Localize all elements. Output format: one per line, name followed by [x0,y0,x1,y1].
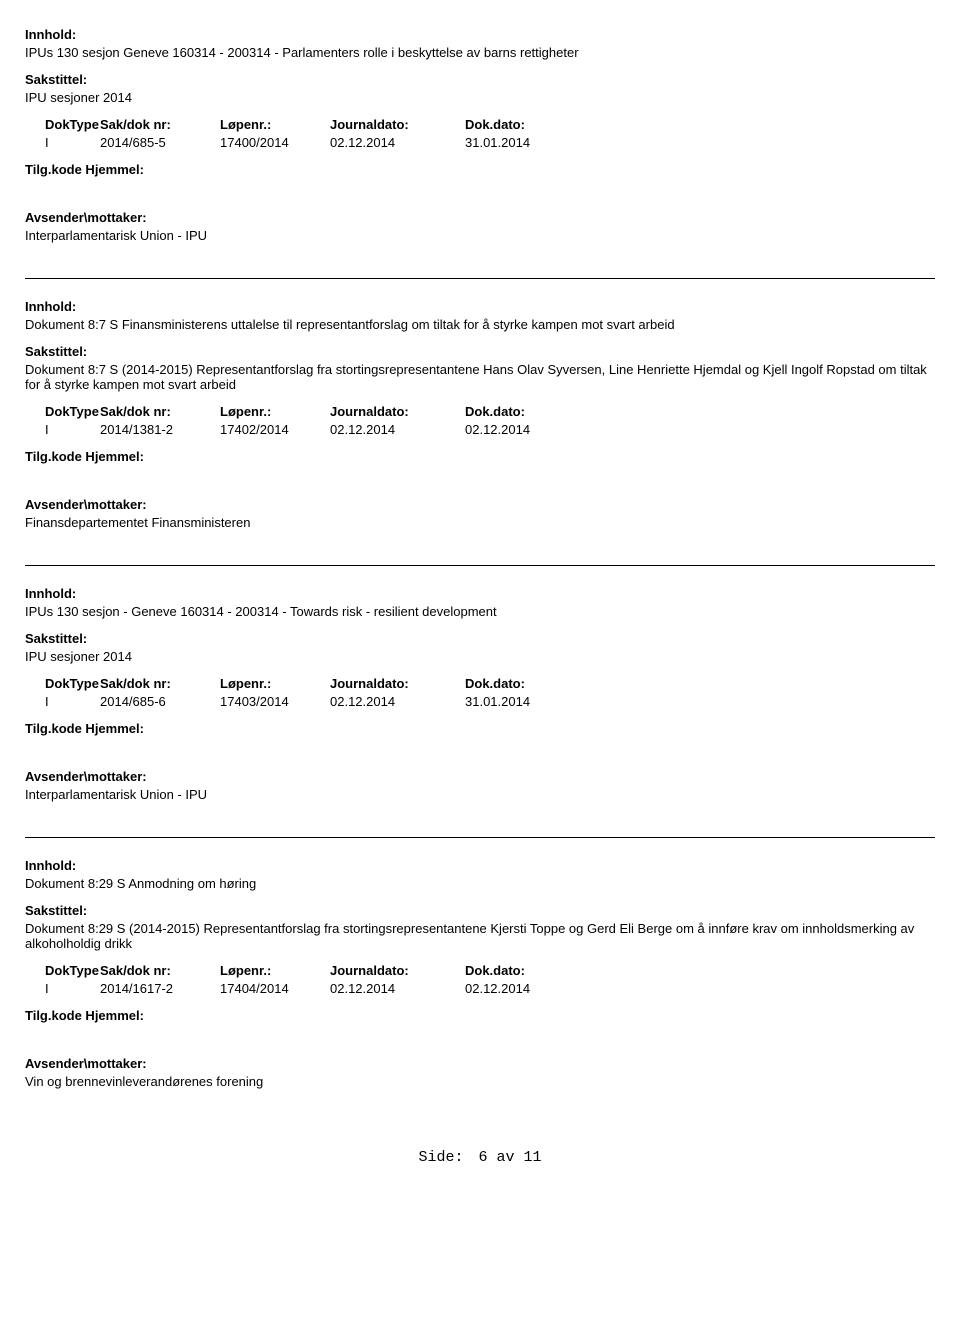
journaldato-value: 02.12.2014 [330,135,465,150]
dokdato-label: Dok.dato: [465,676,575,691]
avsender-value: Interparlamentarisk Union - IPU [25,228,935,243]
sakstittel-label: Sakstittel: [25,903,935,918]
journaldato-label: Journaldato: [330,404,465,419]
lopenr-value: 17403/2014 [220,694,330,709]
sakstittel-value: IPU sesjoner 2014 [25,649,935,664]
footer-total: 11 [524,1149,542,1166]
record-divider [25,837,935,838]
innhold-value: IPUs 130 sesjon Geneve 160314 - 200314 -… [25,45,935,60]
dokdato-label: Dok.dato: [465,404,575,419]
journal-record: Innhold: IPUs 130 sesjon Geneve 160314 -… [25,27,935,243]
footer-side-label: Side: [418,1149,463,1166]
sakdoknr-value: 2014/1617-2 [100,981,220,996]
dokdato-label: Dok.dato: [465,963,575,978]
page-footer: Side: 6 av 11 [25,1149,935,1166]
record-divider [25,278,935,279]
lopenr-label: Løpenr.: [220,676,330,691]
avsender-value: Vin og brennevinleverandørenes forening [25,1074,935,1089]
sakdoknr-label: Sak/dok nr: [100,676,220,691]
doktype-label: DokType [45,404,100,419]
sakstittel-label: Sakstittel: [25,72,935,87]
journaldato-label: Journaldato: [330,117,465,132]
avsender-value: Interparlamentarisk Union - IPU [25,787,935,802]
dokdato-value: 02.12.2014 [465,422,575,437]
journaldato-value: 02.12.2014 [330,422,465,437]
doktype-label: DokType [45,117,100,132]
journaldato-label: Journaldato: [330,963,465,978]
journaldato-label: Journaldato: [330,676,465,691]
sakstittel-value: IPU sesjoner 2014 [25,90,935,105]
avsender-label: Avsender\mottaker: [25,1056,935,1071]
footer-av: av [497,1149,515,1166]
innhold-value: IPUs 130 sesjon - Geneve 160314 - 200314… [25,604,935,619]
innhold-label: Innhold: [25,586,935,601]
journal-record: Innhold: Dokument 8:29 S Anmodning om hø… [25,858,935,1089]
doktype-value: I [45,135,100,150]
avsender-value: Finansdepartementet Finansministeren [25,515,935,530]
innhold-value: Dokument 8:29 S Anmodning om høring [25,876,935,891]
doktype-label: DokType [45,963,100,978]
record-divider [25,565,935,566]
innhold-label: Innhold: [25,858,935,873]
footer-page-num: 6 [478,1149,487,1166]
lopenr-value: 17402/2014 [220,422,330,437]
doktype-label: DokType [45,676,100,691]
sakdoknr-value: 2014/1381-2 [100,422,220,437]
dokdato-label: Dok.dato: [465,117,575,132]
dokdato-value: 02.12.2014 [465,981,575,996]
sakdoknr-label: Sak/dok nr: [100,404,220,419]
innhold-label: Innhold: [25,27,935,42]
metadata-row: DokType I Sak/dok nr: 2014/685-6 Løpenr.… [25,676,935,709]
sakstittel-label: Sakstittel: [25,344,935,359]
tilgkode-hjemmel-label: Tilg.kode Hjemmel: [25,449,935,464]
dokdato-value: 31.01.2014 [465,135,575,150]
lopenr-value: 17404/2014 [220,981,330,996]
lopenr-value: 17400/2014 [220,135,330,150]
dokdato-value: 31.01.2014 [465,694,575,709]
tilgkode-hjemmel-label: Tilg.kode Hjemmel: [25,721,935,736]
innhold-value: Dokument 8:7 S Finansministerens uttalel… [25,317,935,332]
metadata-row: DokType I Sak/dok nr: 2014/685-5 Løpenr.… [25,117,935,150]
sakstittel-label: Sakstittel: [25,631,935,646]
metadata-row: DokType I Sak/dok nr: 2014/1617-2 Løpenr… [25,963,935,996]
avsender-label: Avsender\mottaker: [25,769,935,784]
doktype-value: I [45,981,100,996]
tilgkode-hjemmel-label: Tilg.kode Hjemmel: [25,1008,935,1023]
journaldato-value: 02.12.2014 [330,694,465,709]
innhold-label: Innhold: [25,299,935,314]
sakdoknr-value: 2014/685-5 [100,135,220,150]
doktype-value: I [45,422,100,437]
doktype-value: I [45,694,100,709]
avsender-label: Avsender\mottaker: [25,210,935,225]
journal-record: Innhold: Dokument 8:7 S Finansministeren… [25,299,935,530]
journal-record: Innhold: IPUs 130 sesjon - Geneve 160314… [25,586,935,802]
avsender-label: Avsender\mottaker: [25,497,935,512]
tilgkode-hjemmel-label: Tilg.kode Hjemmel: [25,162,935,177]
lopenr-label: Løpenr.: [220,117,330,132]
metadata-row: DokType I Sak/dok nr: 2014/1381-2 Løpenr… [25,404,935,437]
journaldato-value: 02.12.2014 [330,981,465,996]
sakdoknr-value: 2014/685-6 [100,694,220,709]
lopenr-label: Løpenr.: [220,404,330,419]
sakdoknr-label: Sak/dok nr: [100,117,220,132]
sakstittel-value: Dokument 8:7 S (2014-2015) Representantf… [25,362,935,392]
sakdoknr-label: Sak/dok nr: [100,963,220,978]
lopenr-label: Løpenr.: [220,963,330,978]
sakstittel-value: Dokument 8:29 S (2014-2015) Representant… [25,921,935,951]
